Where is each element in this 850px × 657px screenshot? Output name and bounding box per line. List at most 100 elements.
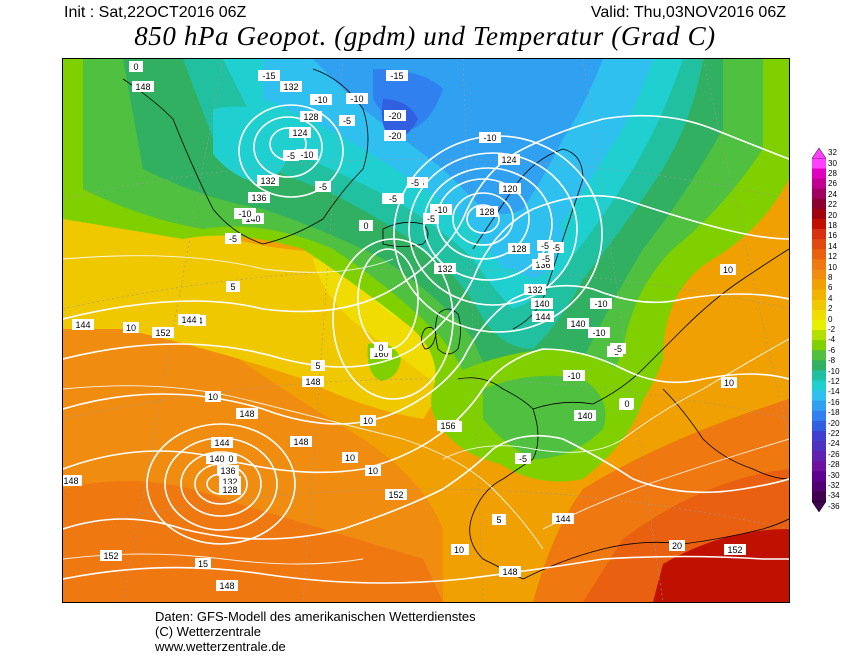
geopotential-label: 144 (181, 315, 196, 325)
temperature-label: 10 (363, 416, 373, 426)
temperature-label: -5 (319, 182, 327, 192)
geopotential-label-bg (498, 154, 520, 165)
geopotential-label: 144 (535, 312, 550, 322)
temperature-label: 10 (724, 378, 734, 388)
colorbar-label: 30 (828, 158, 837, 168)
geopotential-label: 160 (373, 349, 388, 359)
temperature-label-bg (360, 415, 376, 426)
geopotential-label: 132 (222, 477, 237, 487)
colorbar-swatch (812, 430, 826, 442)
colorbar-swatch (812, 198, 826, 210)
colorbar-label: 22 (828, 200, 837, 210)
geopotential-label: 140 (534, 299, 549, 309)
geopotential-label-bg (302, 376, 324, 387)
header: Init : Sat,22OCT2016 06Z Valid: Thu,03NO… (0, 0, 850, 58)
geopotential-label-bg (499, 566, 521, 577)
geopotential-label: 148 (135, 82, 150, 92)
website: www.wetterzentrale.de (155, 639, 286, 654)
geopotential-label-bg (216, 580, 238, 591)
geopotential-label: 148 (219, 581, 234, 591)
colorbar-top-arrow (812, 148, 826, 159)
temperature-label: 0 (363, 221, 368, 231)
geopotential-label: 132 (260, 176, 275, 186)
temperature-label-bg (296, 149, 318, 160)
temperature-label: 5 (230, 282, 235, 292)
geopotential-label-bg (434, 263, 456, 274)
temperature-label: -5 (287, 151, 295, 161)
temperature-label: 10 (126, 323, 136, 333)
geopotential-label: 144 (75, 320, 90, 330)
geopotential-label-bg (132, 81, 154, 92)
colorbar-swatch (812, 168, 826, 180)
temperature-label-bg (590, 298, 612, 309)
temperature-label-bg (548, 242, 564, 253)
temperature-label-bg (283, 150, 299, 161)
geopotential-label: 128 (479, 207, 494, 217)
colorbar-swatch (812, 491, 826, 503)
temperature-label: -5 (411, 178, 419, 188)
geopotential-label: 144 (214, 438, 229, 448)
colorbar-label: 2 (828, 304, 833, 314)
temperature-label-bg (339, 115, 355, 126)
colorbar-label: -16 (828, 397, 840, 407)
temperature-label: -10 (592, 328, 605, 338)
colorbar-swatch (812, 481, 826, 493)
geopotential-label: 136 (220, 466, 235, 476)
temperature-colorbar (812, 148, 826, 512)
temperature-label-bg (720, 264, 736, 275)
colorbar-swatch (812, 259, 826, 270)
temperature-label-bg (515, 453, 531, 464)
temperature-label: 0 (378, 343, 383, 353)
temperature-label: 15 (198, 559, 208, 569)
temperature-label-bg (234, 208, 256, 219)
colorbar-label: 32 (828, 148, 837, 158)
colorbar-label: 4 (828, 293, 833, 303)
temperature-label-bg (537, 240, 553, 251)
geopotential-label: 140 (577, 411, 592, 421)
geopotential-label-bg (574, 410, 596, 421)
temperature-label-bg (385, 193, 401, 204)
temperature-label: 20 (672, 541, 682, 551)
geopotential-label: 156 (440, 421, 455, 431)
colorbar-swatch (812, 239, 826, 250)
temperature-label: -5 (389, 194, 397, 204)
colorbar-label: 28 (828, 169, 837, 178)
geopotential-label-bg (300, 111, 322, 122)
temperature-label: -5 (229, 234, 237, 244)
geopotential-label-bg (290, 436, 312, 447)
temperature-label-bg (359, 220, 373, 231)
colorbar-label: 20 (828, 210, 837, 220)
colorbar-label: -32 (828, 481, 840, 490)
temperature-label: 10 (345, 453, 355, 463)
geopotential-label: 124 (501, 155, 516, 165)
temperature-label: -10 (350, 94, 363, 104)
temperature-label: 0 (624, 399, 629, 409)
colorbar-swatch (812, 380, 826, 392)
colorbar-swatch (812, 370, 826, 381)
temperature-label: -5 (519, 454, 527, 464)
colorbar-swatch (812, 158, 826, 169)
init-timestamp: Init : Sat,22OCT2016 06Z (64, 4, 247, 21)
colorbar-label: 18 (828, 221, 837, 230)
colorbar-swatch (812, 178, 826, 190)
geopotential-label: 148 (305, 377, 320, 387)
colorbar-label: -22 (828, 429, 840, 438)
temperature-label: 10 (208, 392, 218, 402)
temperature-label-bg (205, 391, 221, 402)
temperature-label-bg (620, 398, 634, 409)
copyright: (C) Wetterzentrale (155, 624, 261, 639)
geopotential-label-bg (217, 465, 239, 476)
colorbar-label: 8 (828, 273, 833, 282)
temperature-label: -10 (314, 95, 327, 105)
temperature-label-bg (342, 452, 358, 463)
temperature-label: -5 (427, 214, 435, 224)
geopotential-label-bg (531, 298, 553, 309)
geopotential-label: 148 (502, 567, 517, 577)
geopotential-label: 132 (283, 82, 298, 92)
geopotential-label-bg (100, 550, 122, 561)
colorbar-label: -8 (828, 356, 836, 366)
colorbar-label: 14 (828, 241, 837, 251)
geopotential-label: 128 (511, 244, 526, 254)
colorbar-label: -34 (828, 491, 840, 501)
temperature-label: -20 (388, 131, 401, 141)
